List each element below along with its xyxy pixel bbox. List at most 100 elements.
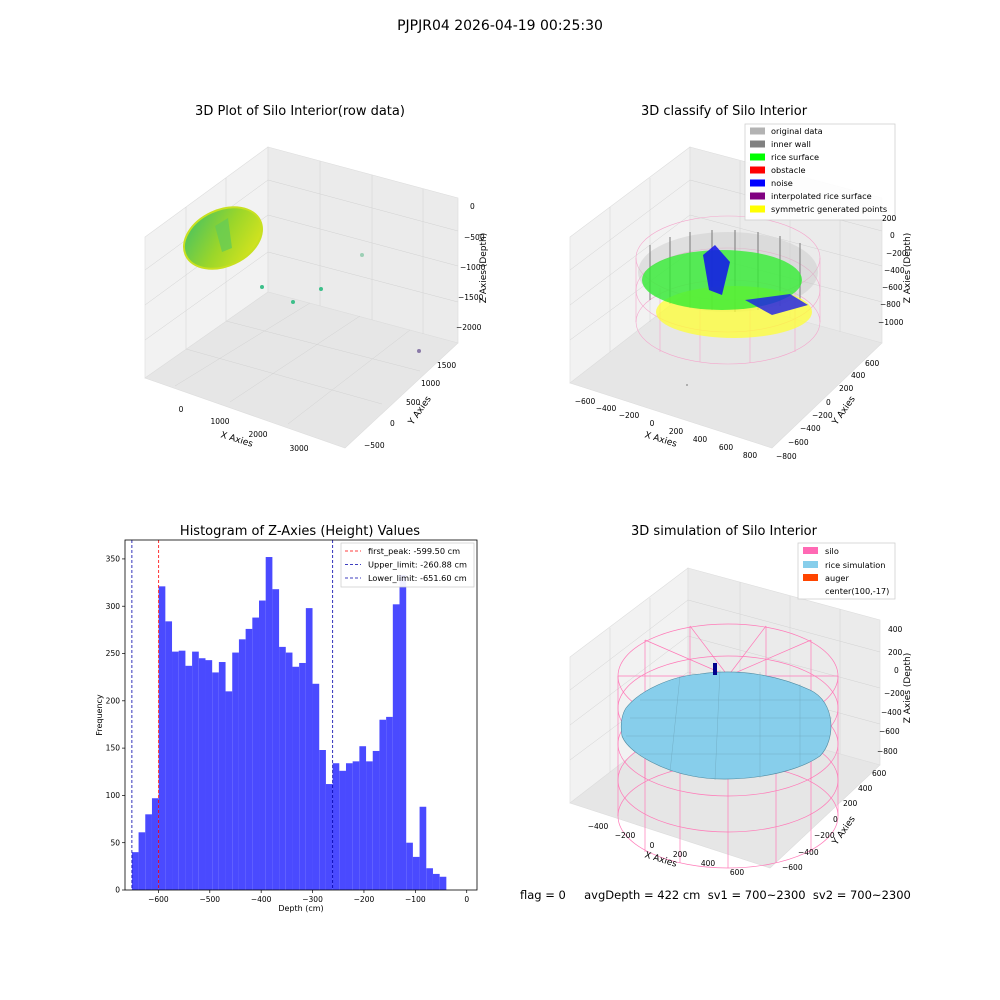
histogram-bar (332, 763, 340, 890)
histogram-bar (406, 842, 413, 890)
svg-text:−400: −400 (881, 708, 902, 717)
legend-swatch-symmetric (750, 205, 765, 213)
legend-label: interpolated rice surface (771, 191, 872, 201)
legend-label: inner wall (771, 139, 811, 149)
histogram-bar (386, 716, 393, 890)
svg-text:200: 200 (843, 799, 858, 808)
raw-z-label: Z Axies (Depth) (479, 233, 489, 304)
legend-label: silo (825, 546, 839, 556)
histogram-bar (379, 719, 387, 890)
svg-text:−400: −400 (588, 822, 609, 831)
classify-plot-title: 3D classify of Silo Interior (640, 104, 808, 119)
classify-outlier-point (686, 384, 688, 386)
svg-text:−200: −200 (619, 411, 640, 420)
svg-text:0: 0 (650, 841, 655, 850)
histogram-bar (339, 770, 346, 890)
histogram-bar (285, 652, 293, 890)
histogram-y-tick: 300 (106, 602, 121, 611)
histogram-bar (299, 662, 306, 890)
histogram-bar (225, 691, 233, 890)
histogram-bar (392, 604, 400, 890)
svg-text:0: 0 (650, 419, 655, 428)
legend-label: obstacle (771, 165, 806, 175)
svg-text:−400: −400 (798, 848, 819, 857)
legend-label: symmetric generated points (771, 204, 887, 214)
svg-text:−600: −600 (882, 283, 903, 292)
raw-plot-title: 3D Plot of Silo Interior(row data) (195, 104, 405, 119)
histogram-y-label: Frequency (95, 694, 104, 736)
simulation-rice-mesh (626, 669, 832, 781)
svg-text:−400: −400 (800, 424, 821, 433)
svg-text:−800: −800 (877, 747, 898, 756)
svg-text:400: 400 (701, 859, 716, 868)
histogram-bar (292, 666, 300, 890)
svg-text:600: 600 (719, 443, 734, 452)
svg-text:400: 400 (851, 371, 866, 380)
raw-3d-plot: 0 1000 2000 3000 X Axies −500 0 500 1000… (144, 146, 489, 453)
simulation-auger (713, 663, 717, 675)
histogram-bar (198, 658, 206, 890)
histogram-y-tick: 250 (106, 649, 121, 658)
legend-label: rice simulation (825, 560, 885, 570)
classify-noise-cluster (745, 294, 808, 315)
histogram-legend-label: first_peak: -599.50 cm (368, 546, 460, 556)
histogram-x-ticks: −600 −500 −400 −300 −200 −100 0 (148, 890, 469, 904)
svg-text:400: 400 (888, 625, 903, 634)
simulation-legend-entries: silo rice simulation auger center(100,-1… (803, 546, 889, 596)
classify-z-ticks: 200 0 −200 −400 −600 −800 −1000 (878, 214, 907, 327)
classify-y-label: Y Axies (830, 394, 858, 427)
histogram-bar (252, 617, 260, 890)
histogram-frame (124, 539, 478, 891)
histogram-bar (412, 856, 420, 890)
raw-z-tick: 0 (470, 202, 475, 211)
svg-text:200: 200 (888, 648, 903, 657)
svg-text:−200: −200 (812, 411, 833, 420)
raw-x-tick: 2000 (248, 430, 267, 439)
histogram-bar (345, 763, 353, 890)
raw-x-tick: 1000 (210, 417, 229, 426)
raw-z-tick: −500 (464, 233, 485, 242)
raw-outlier-point (260, 285, 264, 289)
histogram-bar (265, 557, 273, 890)
raw-floor-pane (144, 291, 459, 449)
svg-text:800: 800 (743, 451, 758, 460)
raw-y-tick: 500 (406, 398, 421, 407)
svg-text:−800: −800 (880, 300, 901, 309)
simulation-3d-plot: silo rice simulation auger center(100,-1… (569, 542, 913, 877)
status-footer: flag = 0 avgDepth = 422 cm sv1 = 700~230… (520, 888, 911, 902)
histogram-y-tick: 350 (106, 555, 121, 564)
classify-noise-cluster (703, 245, 730, 295)
histogram-bar (172, 651, 179, 890)
histogram-bar (399, 575, 407, 890)
histogram-bar (212, 672, 219, 890)
classify-legend-entries: original data inner wall rice surface ob… (750, 126, 887, 214)
legend-swatch-original-data (750, 127, 765, 135)
histogram-bar (312, 683, 320, 890)
classify-x-ticks: −600 −400 −200 0 200 400 600 800 (575, 397, 758, 460)
raw-z-tick: −2000 (456, 323, 482, 332)
svg-text:−800: −800 (776, 452, 797, 461)
legend-label: original data (771, 126, 823, 136)
svg-text:−400: −400 (596, 404, 617, 413)
simulation-plot-title: 3D simulation of Silo Interior (631, 524, 817, 539)
legend-swatch-obstacle (750, 166, 765, 174)
histogram-x-label: Depth (cm) (278, 904, 323, 913)
svg-text:200: 200 (673, 850, 688, 859)
raw-point-cloud-center (215, 218, 232, 252)
histogram-x-tick: −600 (148, 895, 169, 904)
legend-swatch-silo (803, 547, 818, 554)
histogram-y-ticks: 0 50 100 150 200 250 300 350 (106, 555, 125, 895)
histogram-bar (232, 652, 239, 890)
svg-text:−600: −600 (782, 863, 803, 872)
svg-text:−600: −600 (575, 397, 596, 406)
histogram-bar (158, 586, 166, 890)
histogram-x-tick: −400 (251, 895, 272, 904)
raw-outlier-point (417, 349, 421, 353)
histogram-bar (165, 621, 173, 890)
svg-text:0: 0 (890, 231, 895, 240)
legend-swatch-rice-surface (750, 153, 765, 161)
svg-text:−200: −200 (615, 831, 636, 840)
classify-3d-plot: original data inner wall rice surface ob… (569, 123, 913, 461)
histogram-bar (178, 650, 186, 890)
